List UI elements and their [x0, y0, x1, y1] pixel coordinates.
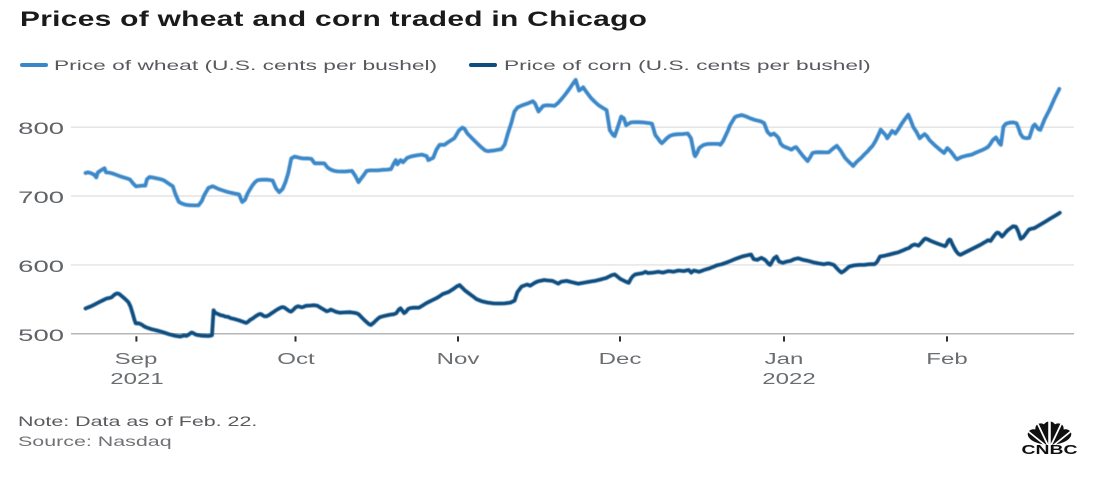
svg-text:CNBC: CNBC: [1022, 443, 1078, 457]
